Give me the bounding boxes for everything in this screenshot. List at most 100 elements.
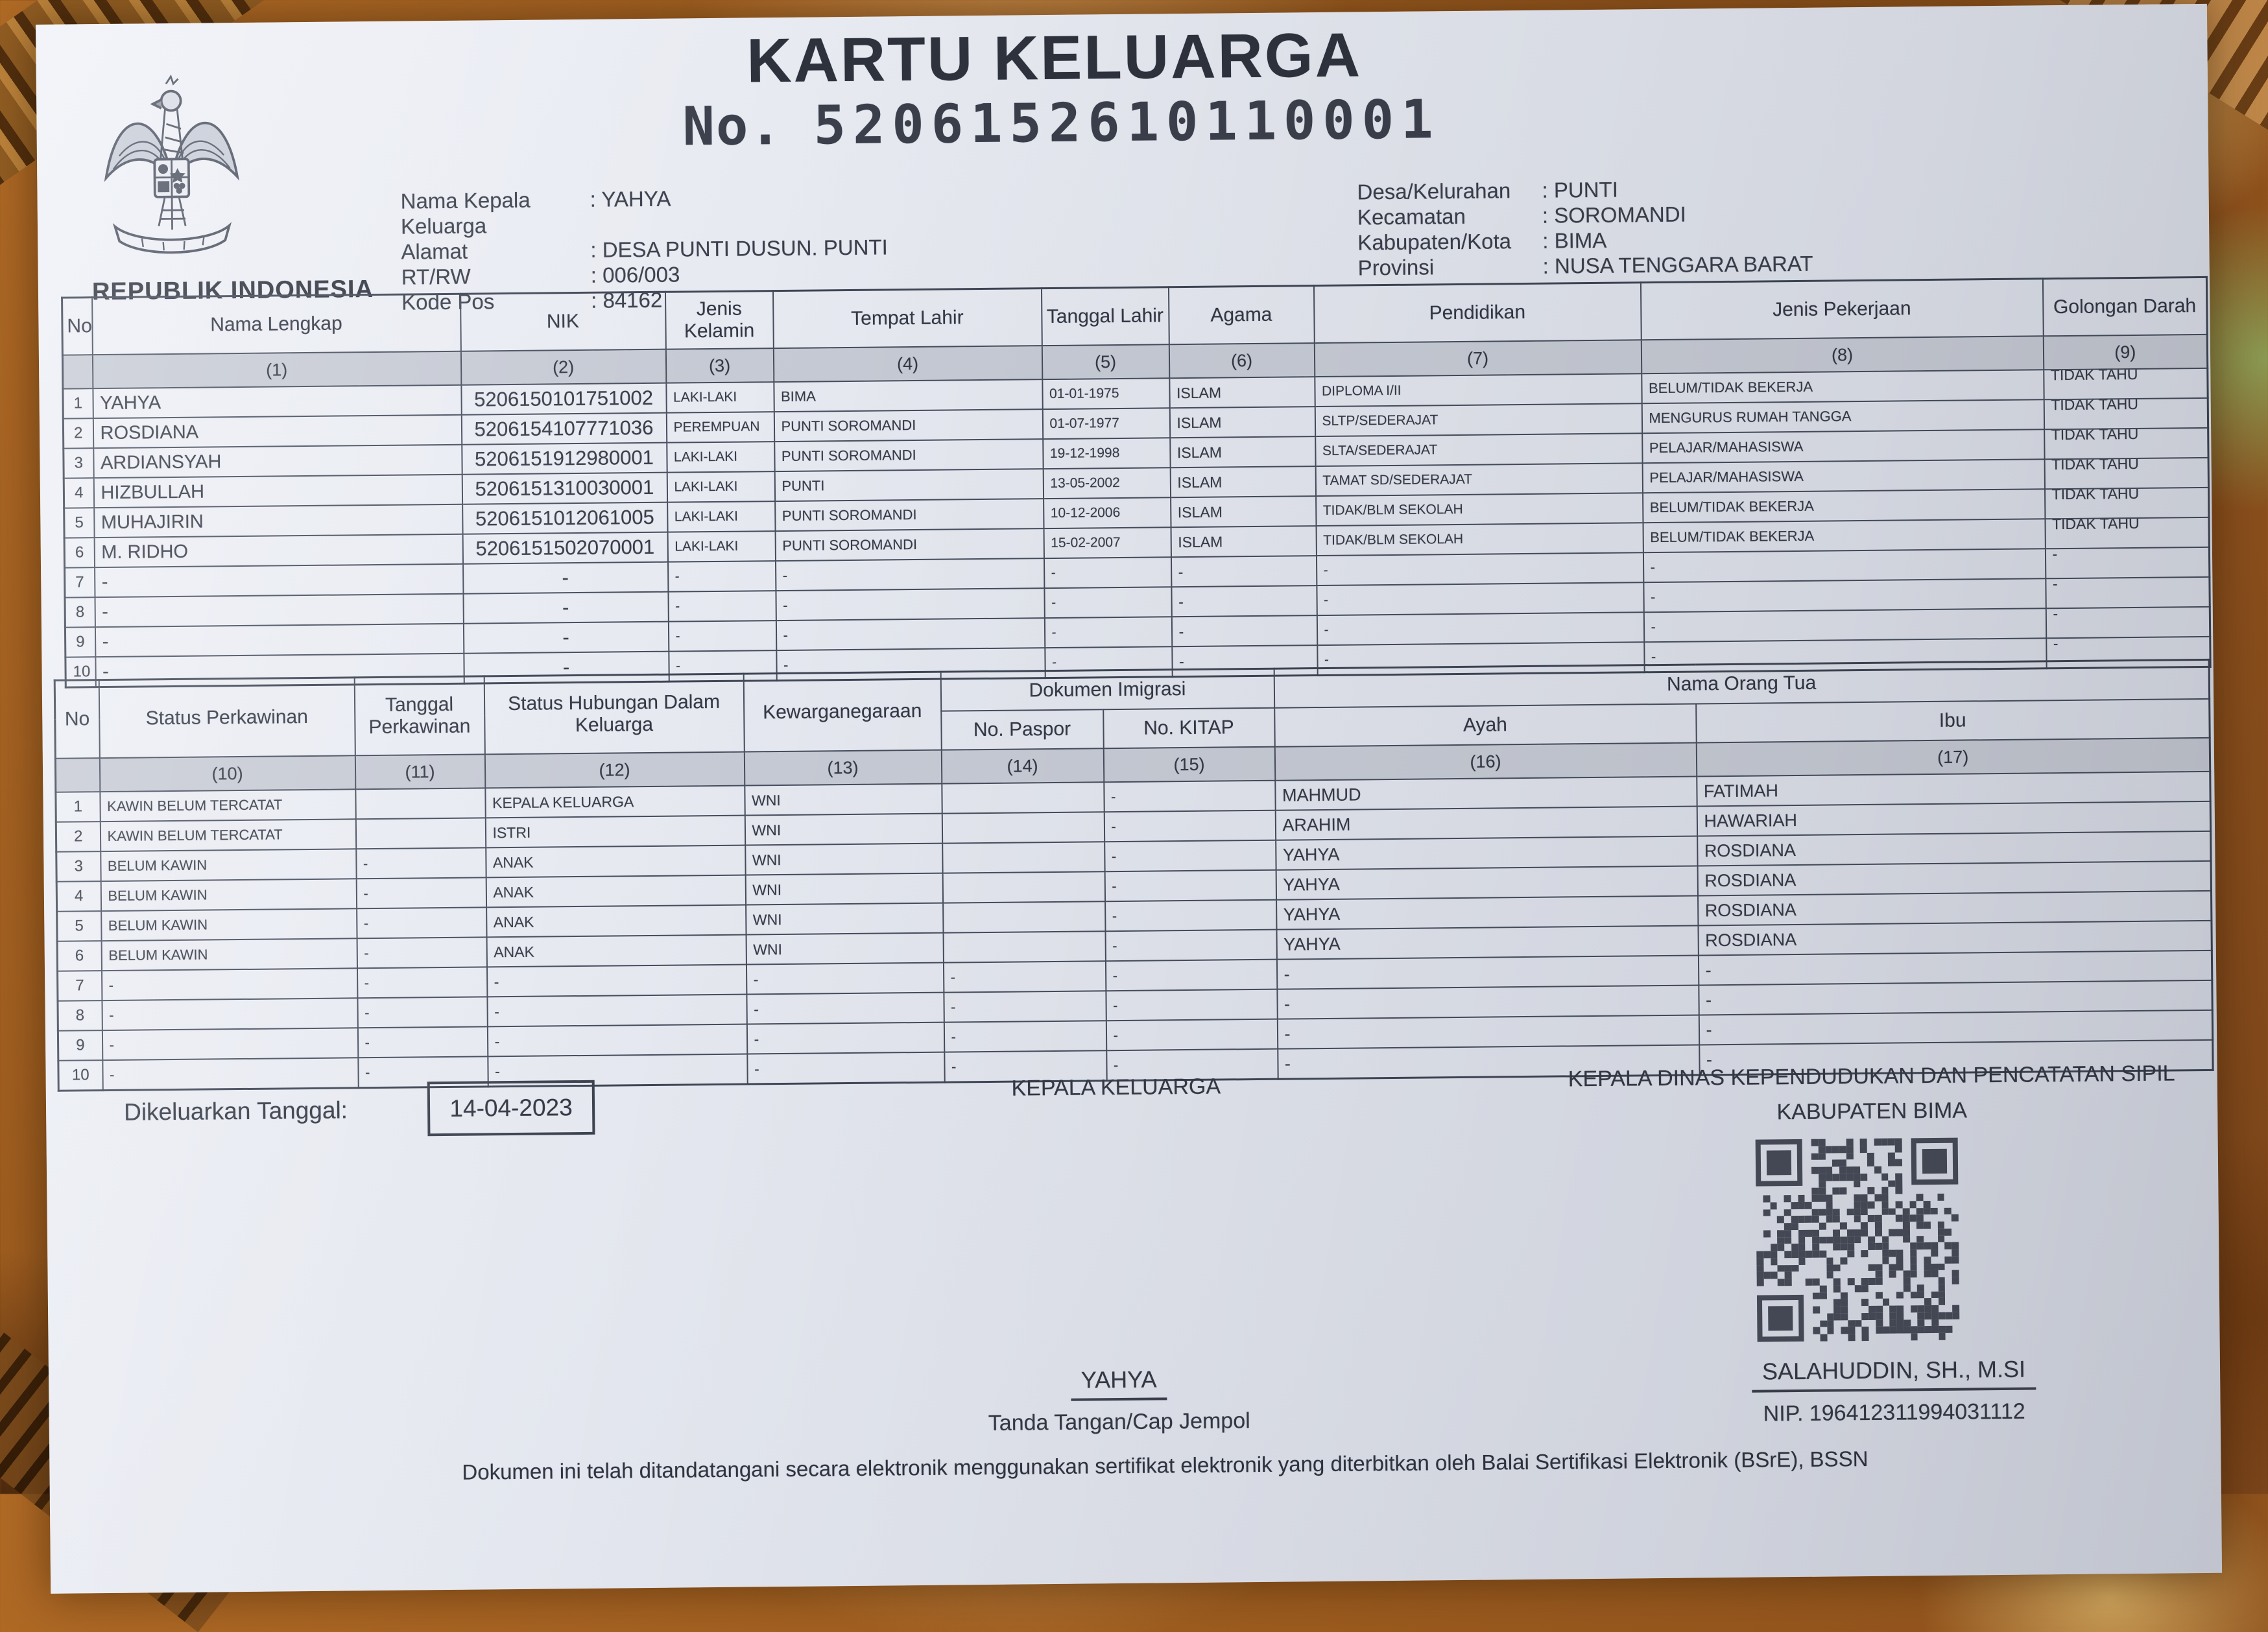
table-cell: 5206151310030001 [462, 472, 667, 504]
column-header: No. KITAP [1103, 707, 1275, 749]
info-value: DESA PUNTI DUSUN. PUNTI [590, 234, 888, 262]
table-cell: - [2046, 606, 2210, 639]
table-cell: - [667, 561, 776, 592]
table-cell: ISTRI [485, 815, 745, 848]
table-cell: - [357, 937, 487, 969]
table-cell: - [1171, 556, 1317, 587]
table-cell: - [101, 968, 357, 1001]
table-cell: YAHYA [1276, 866, 1698, 900]
table-cell: TAMAT SD/SEDERAJAT [1315, 463, 1643, 497]
table-cell: 5 [64, 508, 95, 538]
table-cell: YAHYA [92, 384, 462, 419]
signature-nip-right: NIP. 196412311994031112 [1763, 1399, 2025, 1426]
table-cell: - [1103, 780, 1276, 812]
document-number-value: 5206152610110001 [813, 89, 1440, 157]
table-cell: LAKI-LAKI [667, 501, 776, 532]
table-cell [942, 871, 1105, 903]
column-number: (16) [1274, 742, 1697, 781]
table-cell: MAHMUD [1274, 776, 1697, 810]
table-cell: LAKI-LAKI [667, 471, 775, 503]
column-number: (4) [773, 346, 1042, 383]
table-cell: WNI [746, 932, 944, 965]
table-cell: BELUM KAWIN [101, 908, 357, 941]
table-cell [355, 788, 486, 820]
table-cell: TIDAK TAHU [2044, 517, 2210, 549]
table-cell: - [775, 558, 1044, 591]
column-header: NIK [460, 292, 666, 351]
table-cell: - [486, 964, 746, 997]
table-cell: - [943, 991, 1106, 1023]
table-cell: ROSDIANA [1697, 920, 2212, 956]
table-cell: YAHYA [1275, 836, 1698, 870]
document-number-label: No. [682, 95, 783, 158]
table-cell: PEREMPUAN [666, 412, 774, 443]
table-cell: ANAK [485, 845, 746, 878]
table-cell: 5206151502070001 [462, 532, 668, 564]
table-cell: - [1104, 929, 1277, 962]
table-cell: WNI [745, 813, 942, 846]
column-number: (6) [1169, 343, 1315, 379]
table-cell: HIZBULLAH [93, 474, 462, 508]
table-cell: - [1643, 608, 2046, 643]
table-cell: MENGURUS RUMAH TANGGA [1641, 399, 2044, 434]
table-cell: - [667, 591, 776, 622]
table-cell: ARDIANSYAH [93, 444, 462, 479]
table-cell: YAHYA [1276, 895, 1698, 930]
column-number: (7) [1314, 340, 1641, 377]
family-members-table: No Nama Lengkap NIK Jenis Kelamin Tempat… [61, 276, 2212, 689]
table-cell: 13-05-2002 [1043, 467, 1171, 499]
info-value: PUNTI [1542, 177, 1618, 203]
issued-date-value: 14-04-2023 [427, 1080, 595, 1137]
table-cell: 4 [56, 881, 101, 912]
table-cell: DIPLOMA I/II [1314, 373, 1642, 407]
table-cell: 6 [57, 941, 102, 971]
table-cell: 6 [64, 538, 95, 568]
info-value: YAHYA [590, 186, 671, 237]
table-cell: HAWARIAH [1697, 801, 2211, 836]
table-cell: 9 [58, 1030, 102, 1061]
table-cell: - [1044, 557, 1171, 589]
table-cell: WNI [744, 783, 942, 816]
table-cell: - [95, 623, 464, 657]
table-cell: - [94, 593, 464, 628]
table-cell: - [1044, 587, 1172, 619]
table-cell: ISLAM [1170, 496, 1317, 528]
info-value: BIMA [1542, 228, 1606, 254]
table-cell [942, 901, 1105, 933]
table-cell: ISLAM [1170, 466, 1316, 498]
table-cell: - [746, 992, 944, 1024]
table-cell: - [356, 877, 486, 909]
table-cell: - [355, 847, 486, 879]
info-label: Alamat [401, 239, 468, 264]
table-cell: SLTA/SEDERAJAT [1315, 433, 1643, 467]
table-cell: PUNTI SOROMANDI [774, 499, 1044, 532]
garuda-emblem [104, 74, 239, 254]
table-cell: 5206151012061005 [462, 502, 668, 534]
document-paper: REPUBLIK INDONESIA KARTU KELUARGA No. 520… [36, 3, 2223, 1594]
column-header: Dokumen Imigrasi [940, 668, 1274, 711]
table-cell: - [1699, 1010, 2213, 1045]
table-cell: BIMA [773, 379, 1043, 412]
info-value: 006/003 [591, 261, 680, 287]
column-header: Status Hubungan Dalam Keluarga [484, 674, 745, 755]
signature-block-left: YAHYA Tanda Tangan/Cap Jempol [859, 1364, 1379, 1437]
table-cell: - [1104, 869, 1276, 902]
table-cell: - [463, 621, 669, 654]
table-cell: ROSDIANA [93, 414, 462, 449]
column-number: (8) [1641, 336, 2044, 374]
table-cell: WNI [745, 843, 943, 875]
table-cell: 4 [64, 478, 94, 508]
table-cell: ISLAM [1169, 407, 1315, 438]
table-cell: 19-12-1998 [1042, 438, 1171, 469]
column-number: (13) [744, 750, 942, 786]
registrar-title-line2: KABUPATEN BIMA [1776, 1098, 1968, 1125]
signature-title-registrar: KEPALA DINAS KEPENDUDUKAN DAN PENCATATAN… [1495, 1055, 2248, 1132]
table-cell: ISLAM [1169, 377, 1315, 408]
table-cell: TIDAK/BLM SEKOLAH [1315, 493, 1643, 526]
table-cell: ARAHIM [1275, 806, 1697, 840]
table-cell: - [1276, 985, 1699, 1019]
table-cell: YAHYA [1276, 925, 1699, 960]
table-cell [355, 818, 486, 849]
table-cell: - [2045, 547, 2210, 579]
table-cell [942, 812, 1104, 844]
